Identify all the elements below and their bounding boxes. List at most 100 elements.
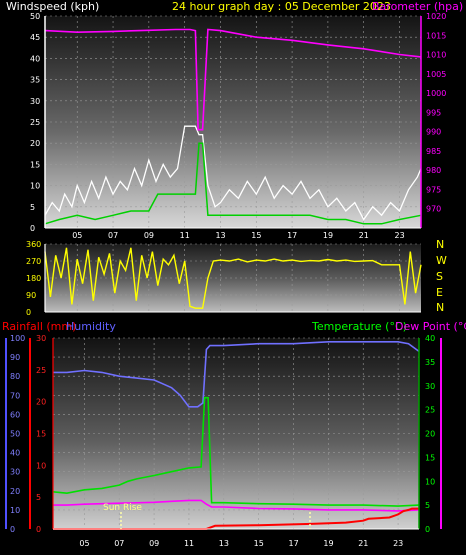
barometer-y-tick-label: 1015 <box>426 31 446 40</box>
wind-panel-axes: 0510152025303540455097097598098599099510… <box>30 12 446 240</box>
humidity-axis-title: Humidity <box>66 320 116 333</box>
wind-y-tick-label: 35 <box>30 76 40 85</box>
humidity-y-tick-label: 60 <box>10 410 20 419</box>
humidity-line <box>53 340 420 408</box>
climate-x-tick-label: 07 <box>114 539 124 548</box>
wind-gust-line <box>44 125 422 221</box>
rainfall-line <box>53 507 419 530</box>
barometer-y-tick-label: 980 <box>426 166 441 175</box>
humidity-y-tick-label: 50 <box>10 430 20 439</box>
wind-y-tick-label: 30 <box>30 97 40 106</box>
climate-x-tick-label: 09 <box>149 539 159 548</box>
wind-x-tick-label: 13 <box>215 231 225 240</box>
rainfall-y-tick-label: 10 <box>36 461 46 470</box>
rainfall-y-tick-label: 15 <box>36 430 46 439</box>
wind-y-tick-label: 50 <box>30 12 40 21</box>
barometer-y-tick-label: 1020 <box>426 12 446 21</box>
wind-y-tick-label: 5 <box>30 203 35 212</box>
wind-x-tick-label: 23 <box>395 231 405 240</box>
wind-y-tick-label: 25 <box>30 118 40 127</box>
wind-x-tick-label: 11 <box>180 231 190 240</box>
wind-x-tick-label: 17 <box>287 231 297 240</box>
rainfall-y-tick-label: 25 <box>36 366 46 375</box>
windspeed-axis-title: Windspeed (kph) <box>6 0 99 13</box>
compass-label: N <box>436 238 444 251</box>
barometer-y-tick-label: 1005 <box>426 70 446 79</box>
barometer-y-tick-label: 1000 <box>426 89 446 98</box>
humidity-y-tick-label: 40 <box>10 449 20 458</box>
rainfall-y-tick-label: 20 <box>36 398 46 407</box>
climate-x-tick-label: 13 <box>219 539 229 548</box>
temperature-y-tick-label: 25 <box>425 406 435 415</box>
humidity-y-tick-label: 90 <box>10 353 20 362</box>
direction-panel-background <box>45 244 421 312</box>
barometer-y-tick-label: 985 <box>426 147 441 156</box>
barometer-y-tick-label: 995 <box>426 108 441 117</box>
temperature-y-tick-label: 5 <box>425 501 430 510</box>
temperature-y-tick-label: 40 <box>425 334 435 343</box>
climate-x-tick-label: 17 <box>289 539 299 548</box>
humidity-y-tick-label: 30 <box>10 468 20 477</box>
compass-label: W <box>436 254 447 267</box>
wind-direction-line <box>44 247 422 309</box>
wind-y-tick-label: 15 <box>30 160 40 169</box>
climate-panel-series <box>52 340 420 530</box>
rainfall-y-tick-label: 0 <box>36 525 41 534</box>
climate-x-tick-label: 21 <box>358 539 368 548</box>
temperature-y-tick-label: 10 <box>425 477 435 486</box>
temperature-y-tick-label: 0 <box>425 525 430 534</box>
sunrise-label: Sun Rise <box>103 503 142 513</box>
barometer-y-tick-label: 1010 <box>426 51 446 60</box>
humidity-y-tick-label: 100 <box>10 334 25 343</box>
direction-y-tick-label: 360 <box>26 240 41 249</box>
temperature-y-tick-label: 35 <box>425 358 435 367</box>
humidity-y-tick-label: 20 <box>10 487 20 496</box>
direction-y-tick-label: 270 <box>26 257 41 266</box>
chart-title: 24 hour graph day : 05 December 2023 <box>172 0 391 13</box>
wind-y-tick-label: 20 <box>30 139 40 148</box>
temperature-line <box>52 396 420 507</box>
wind-panel-grid <box>45 15 421 229</box>
humidity-y-tick-label: 70 <box>10 391 20 400</box>
rainfall-y-tick-label: 5 <box>36 493 41 502</box>
direction-y-tick-label: 0 <box>26 308 31 317</box>
climate-x-tick-label: 19 <box>323 539 333 548</box>
dewpoint-line <box>53 499 420 512</box>
barometer-y-tick-label: 975 <box>426 185 441 194</box>
wind-y-tick-label: 10 <box>30 182 40 191</box>
temperature-axis-title: Temperature (°C) <box>311 320 407 333</box>
wind-x-tick-label: 07 <box>108 231 118 240</box>
climate-panel-axes: 0102030405060708090100051015202530051015… <box>5 334 442 548</box>
wind-x-tick-label: 21 <box>359 231 369 240</box>
humidity-y-tick-label: 0 <box>10 525 15 534</box>
wind-y-tick-label: 0 <box>30 224 35 233</box>
temperature-y-tick-label: 20 <box>425 430 435 439</box>
direction-y-tick-label: 90 <box>26 291 36 300</box>
barometer-y-tick-label: 990 <box>426 128 441 137</box>
wind-x-tick-label: 15 <box>251 231 261 240</box>
wind-y-tick-label: 45 <box>30 33 40 42</box>
humidity-y-tick-label: 10 <box>10 506 20 515</box>
barometer-y-tick-label: 970 <box>426 205 441 214</box>
compass-label: S <box>436 270 443 283</box>
climate-x-tick-label: 11 <box>184 539 194 548</box>
wind-x-tick-label: 05 <box>72 231 82 240</box>
wind-average-line <box>44 142 422 225</box>
wind-panel-series <box>44 28 422 225</box>
temperature-y-tick-label: 15 <box>425 453 435 462</box>
wind-x-tick-label: 09 <box>144 231 154 240</box>
climate-x-tick-label: 15 <box>254 539 264 548</box>
direction-panel-series <box>44 247 422 309</box>
temperature-y-tick-label: 30 <box>425 382 435 391</box>
climate-x-tick-label: 23 <box>393 539 403 548</box>
climate-x-tick-label: 05 <box>79 539 89 548</box>
rainfall-y-tick-label: 30 <box>36 334 46 343</box>
barometer-line <box>44 28 422 131</box>
rainfall-axis-title: Rainfall (mm) <box>2 320 76 333</box>
dewpoint-axis-title: Dew Point (°C) <box>395 320 466 333</box>
direction-panel-grid <box>45 243 421 313</box>
compass-label: N <box>436 301 444 314</box>
direction-y-tick-label: 180 <box>26 274 41 283</box>
